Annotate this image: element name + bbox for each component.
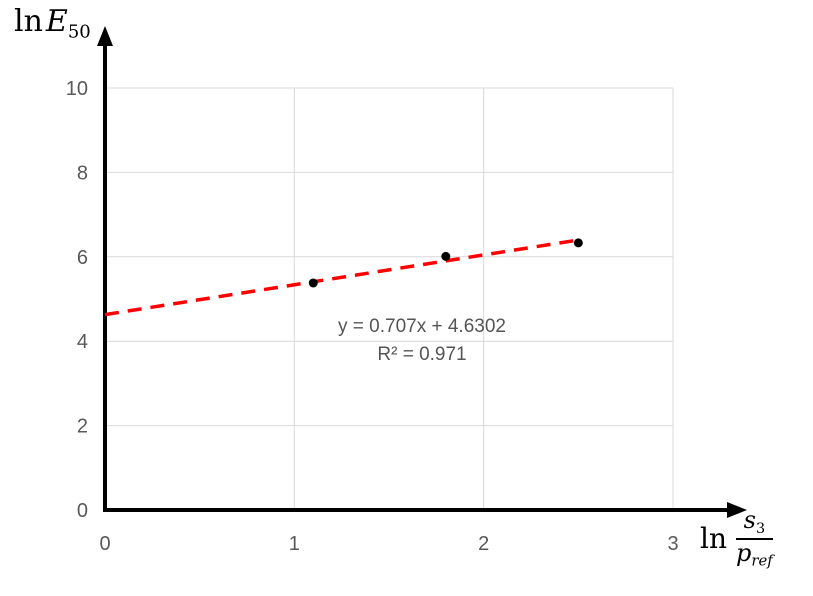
y-axis-title-prefix: ln [14,4,43,39]
data-point [573,238,583,248]
numerator-subscript: 3 [755,521,766,538]
y-tick-label: 0 [77,500,88,522]
x-axis-arrowhead [727,502,747,518]
x-tick-label: 1 [289,533,300,555]
y-axis-arrowhead [97,26,113,46]
y-axis-title: ln E50 [14,4,91,42]
x-tick-label: 3 [667,533,678,555]
y-tick-label: 4 [77,331,88,353]
y-tick-label: 2 [77,416,88,438]
trendline-annotation: y = 0.707x + 4.6302 R² = 0.971 [338,313,506,369]
denominator-variable: p [736,539,752,568]
trendline-r-squared: R² = 0.971 [377,344,467,365]
x-axis-title-fraction: s3 pref [734,506,775,569]
data-point [441,251,451,261]
y-axis-title-subscript: 50 [67,21,91,43]
trendline-equation: y = 0.707x + 4.6302 [338,316,506,337]
y-tick-label: 6 [77,247,88,269]
denominator-subscript: ref [751,551,773,570]
y-tick-label: 10 [66,78,88,100]
trend-line [104,237,583,317]
fraction-denominator: pref [734,540,775,569]
x-axis-title-prefix: ln [700,522,727,556]
y-tick-label: 8 [77,162,88,184]
x-axis-title: ln s3 pref [700,506,775,569]
data-point [308,278,318,288]
y-axis-title-variable: E [45,4,68,39]
numerator-variable: s [743,506,756,534]
x-tick-label: 0 [99,533,110,555]
x-tick-label: 2 [478,533,489,555]
fraction-numerator: s3 [735,506,774,541]
